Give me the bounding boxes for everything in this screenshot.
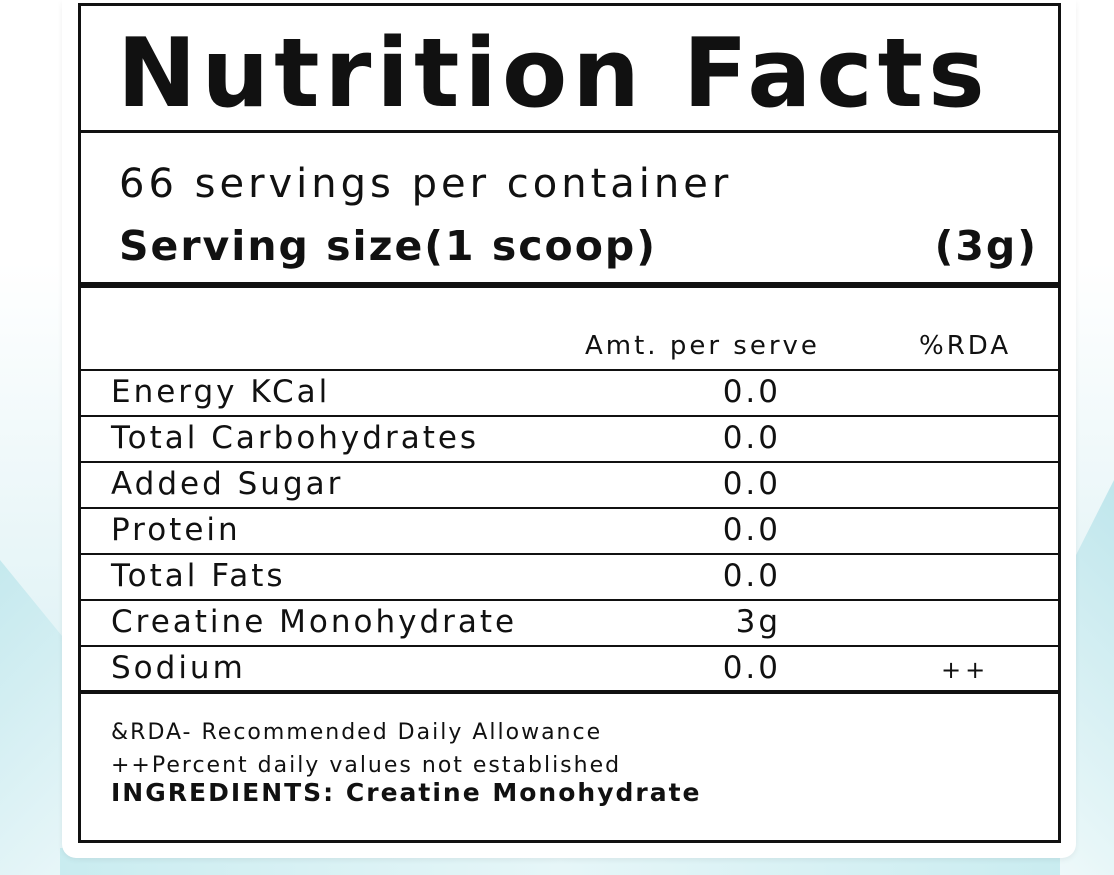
column-header-rda: %RDA — [919, 331, 1012, 361]
table-row: Total Carbohydrates 0.0 — [81, 415, 1058, 461]
servings-per-container: 66 servings per container — [119, 161, 733, 207]
divider-table-bottom — [81, 690, 1058, 694]
table-row: Total Fats 0.0 — [81, 553, 1058, 599]
nutrient-name: Added Sugar — [111, 466, 344, 502]
nutrient-amount: 0.0 — [722, 420, 781, 456]
nutrient-name: Total Fats — [111, 558, 286, 594]
nutrient-amount: 3g — [735, 604, 781, 640]
nutrition-label: Nutrition Facts 66 servings per containe… — [78, 3, 1061, 843]
nutrient-amount: 0.0 — [722, 466, 781, 502]
table-row: Energy KCal 0.0 — [81, 369, 1058, 415]
serving-size-weight: (3g) — [934, 222, 1038, 270]
column-header-amount: Amt. per serve — [585, 331, 820, 361]
footnote-rda-definition: &RDA- Recommended Daily Allowance — [111, 720, 603, 745]
table-row: Creatine Monohydrate 3g — [81, 599, 1058, 645]
divider-serving — [81, 282, 1058, 288]
nutrient-name: Protein — [111, 512, 241, 548]
nutrient-rda: ++ — [941, 656, 990, 684]
nutrient-name: Total Carbohydrates — [111, 420, 480, 456]
nutrient-name: Sodium — [111, 650, 246, 686]
nutrient-name: Energy KCal — [111, 374, 331, 410]
serving-size-label: Serving size(1 scoop) — [119, 222, 657, 270]
nutrient-amount: 0.0 — [722, 650, 781, 686]
label-title: Nutrition Facts — [117, 19, 990, 129]
nutrient-amount: 0.0 — [722, 374, 781, 410]
nutrient-name: Creatine Monohydrate — [111, 604, 518, 640]
table-row: Sodium 0.0 ++ — [81, 645, 1058, 691]
table-row: Protein 0.0 — [81, 507, 1058, 553]
table-row: Added Sugar 0.0 — [81, 461, 1058, 507]
footnote-percent-note: ++Percent daily values not established — [111, 753, 622, 778]
ingredients-line: INGREDIENTS: Creatine Monohydrate — [111, 778, 702, 807]
nutrient-amount: 0.0 — [722, 558, 781, 594]
nutrient-amount: 0.0 — [722, 512, 781, 548]
divider-title — [81, 130, 1058, 133]
